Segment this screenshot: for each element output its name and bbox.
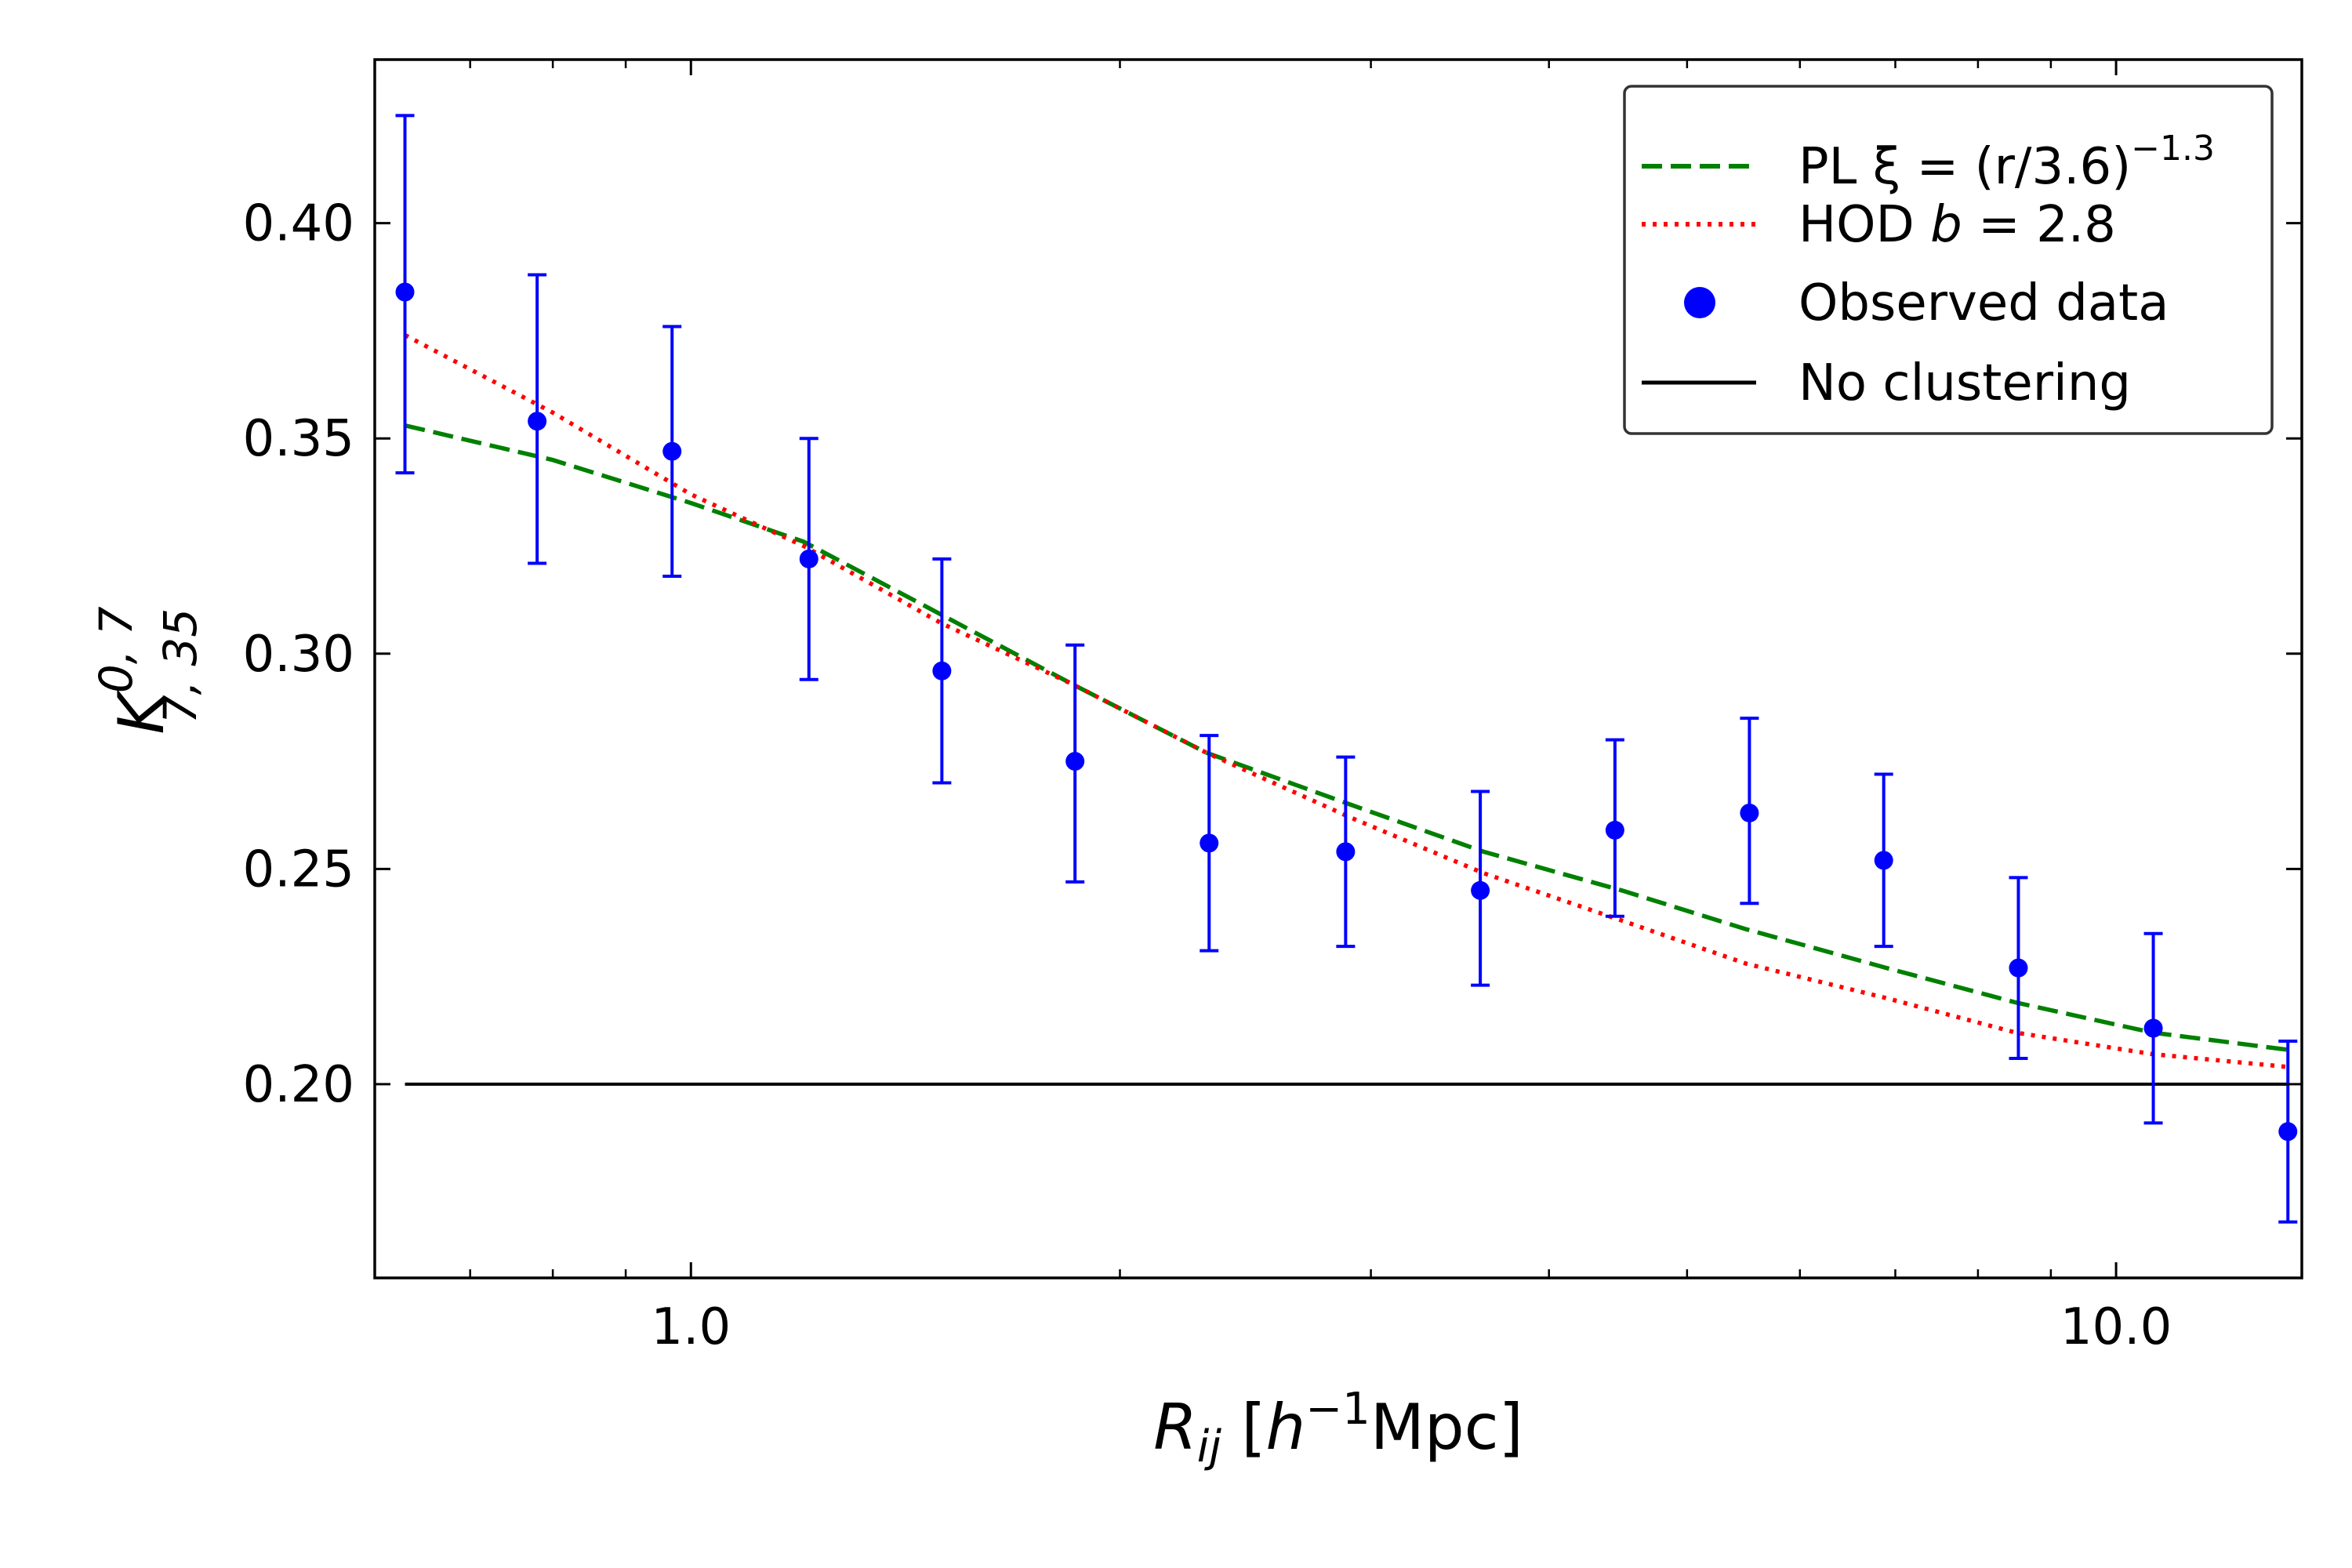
legend-label-text: No clustering [1798,354,2131,412]
legend-label-sup: −1.3 [2131,129,2215,169]
data-point-group [1471,789,1490,987]
data-point-group [1740,717,1759,906]
data-point [2278,1122,2298,1142]
x-label-sub: ij [1197,1421,1222,1472]
legend-label-text: HOD [1798,196,1930,254]
data-point [1065,752,1085,771]
axes-layer: 0.20 0.25 0.30 0.35 0.40 1.0 10.0 [243,58,2303,1356]
data-point-group [1874,772,1893,949]
legend-box [1623,85,2274,435]
legend-label: PL ξ = (r/3.6)−1.3 [1798,129,2215,196]
plot-frame [373,58,2303,1279]
data-point-group [2143,931,2163,1125]
series-layer [395,114,2298,1224]
x-tick-label: 1.0 [651,1298,731,1356]
x-label-h: h [1266,1391,1306,1464]
data-point [1471,880,1490,900]
y-label-main: K [105,689,178,735]
data-point-group [932,557,952,785]
data-point [662,441,682,461]
data-point [2009,958,2028,978]
legend-label: HOD b = 2.8 [1798,196,2116,254]
data-point [1336,842,1356,862]
data-point [528,412,547,431]
x-label-open: [ [1221,1391,1266,1464]
data-point [1874,851,1893,870]
x-label-main: R [1153,1391,1197,1464]
data-point-group [1200,734,1219,953]
series-line-pl [404,423,2288,1052]
axis-labels: Rij [h−1Mpc] K0, 7 7, 35 [89,606,1523,1472]
y-tick-label: 0.30 [243,626,355,684]
legend-label-text: Observed data [1798,274,2169,332]
y-label-sub: 7, 35 [154,608,207,724]
data-point [799,549,818,568]
y-label-sup: 0, 7 [89,606,143,693]
data-point-group [2009,876,2028,1060]
legend-label-rest: = 2.8 [1962,196,2116,254]
y-axis-label: K0, 7 7, 35 [89,606,207,734]
legend-marker-observed [1684,287,1715,318]
data-point [395,282,415,302]
data-point-group [2278,1039,2298,1224]
legend-label: Observed data [1798,274,2169,332]
data-point [1200,833,1219,853]
x-tick-label: 10.0 [2060,1298,2172,1356]
x-label-unit: Mpc] [1370,1391,1523,1464]
x-label-exp: −1 [1305,1384,1370,1435]
data-point-group [799,437,818,681]
legend-label-italic: b [1930,196,1962,254]
y-tick-label: 0.20 [243,1056,355,1114]
data-point-group [1065,643,1085,884]
data-point-group [662,325,682,578]
data-point [1740,803,1759,822]
y-tick-label: 0.25 [243,840,355,898]
x-axis-label: Rij [h−1Mpc] [1153,1384,1523,1472]
data-point-group [1605,738,1624,918]
data-point [1605,820,1624,840]
y-tick-label: 0.40 [243,195,355,253]
data-point-group [395,114,415,475]
y-tick-label: 0.35 [243,410,355,468]
legend-label-text: PL ξ = (r/3.6) [1798,138,2131,196]
data-point [2143,1018,2163,1038]
data-point [932,661,952,681]
data-point-group [528,273,547,565]
data-point-group [1336,755,1356,949]
legend-label: No clustering [1798,354,2131,412]
